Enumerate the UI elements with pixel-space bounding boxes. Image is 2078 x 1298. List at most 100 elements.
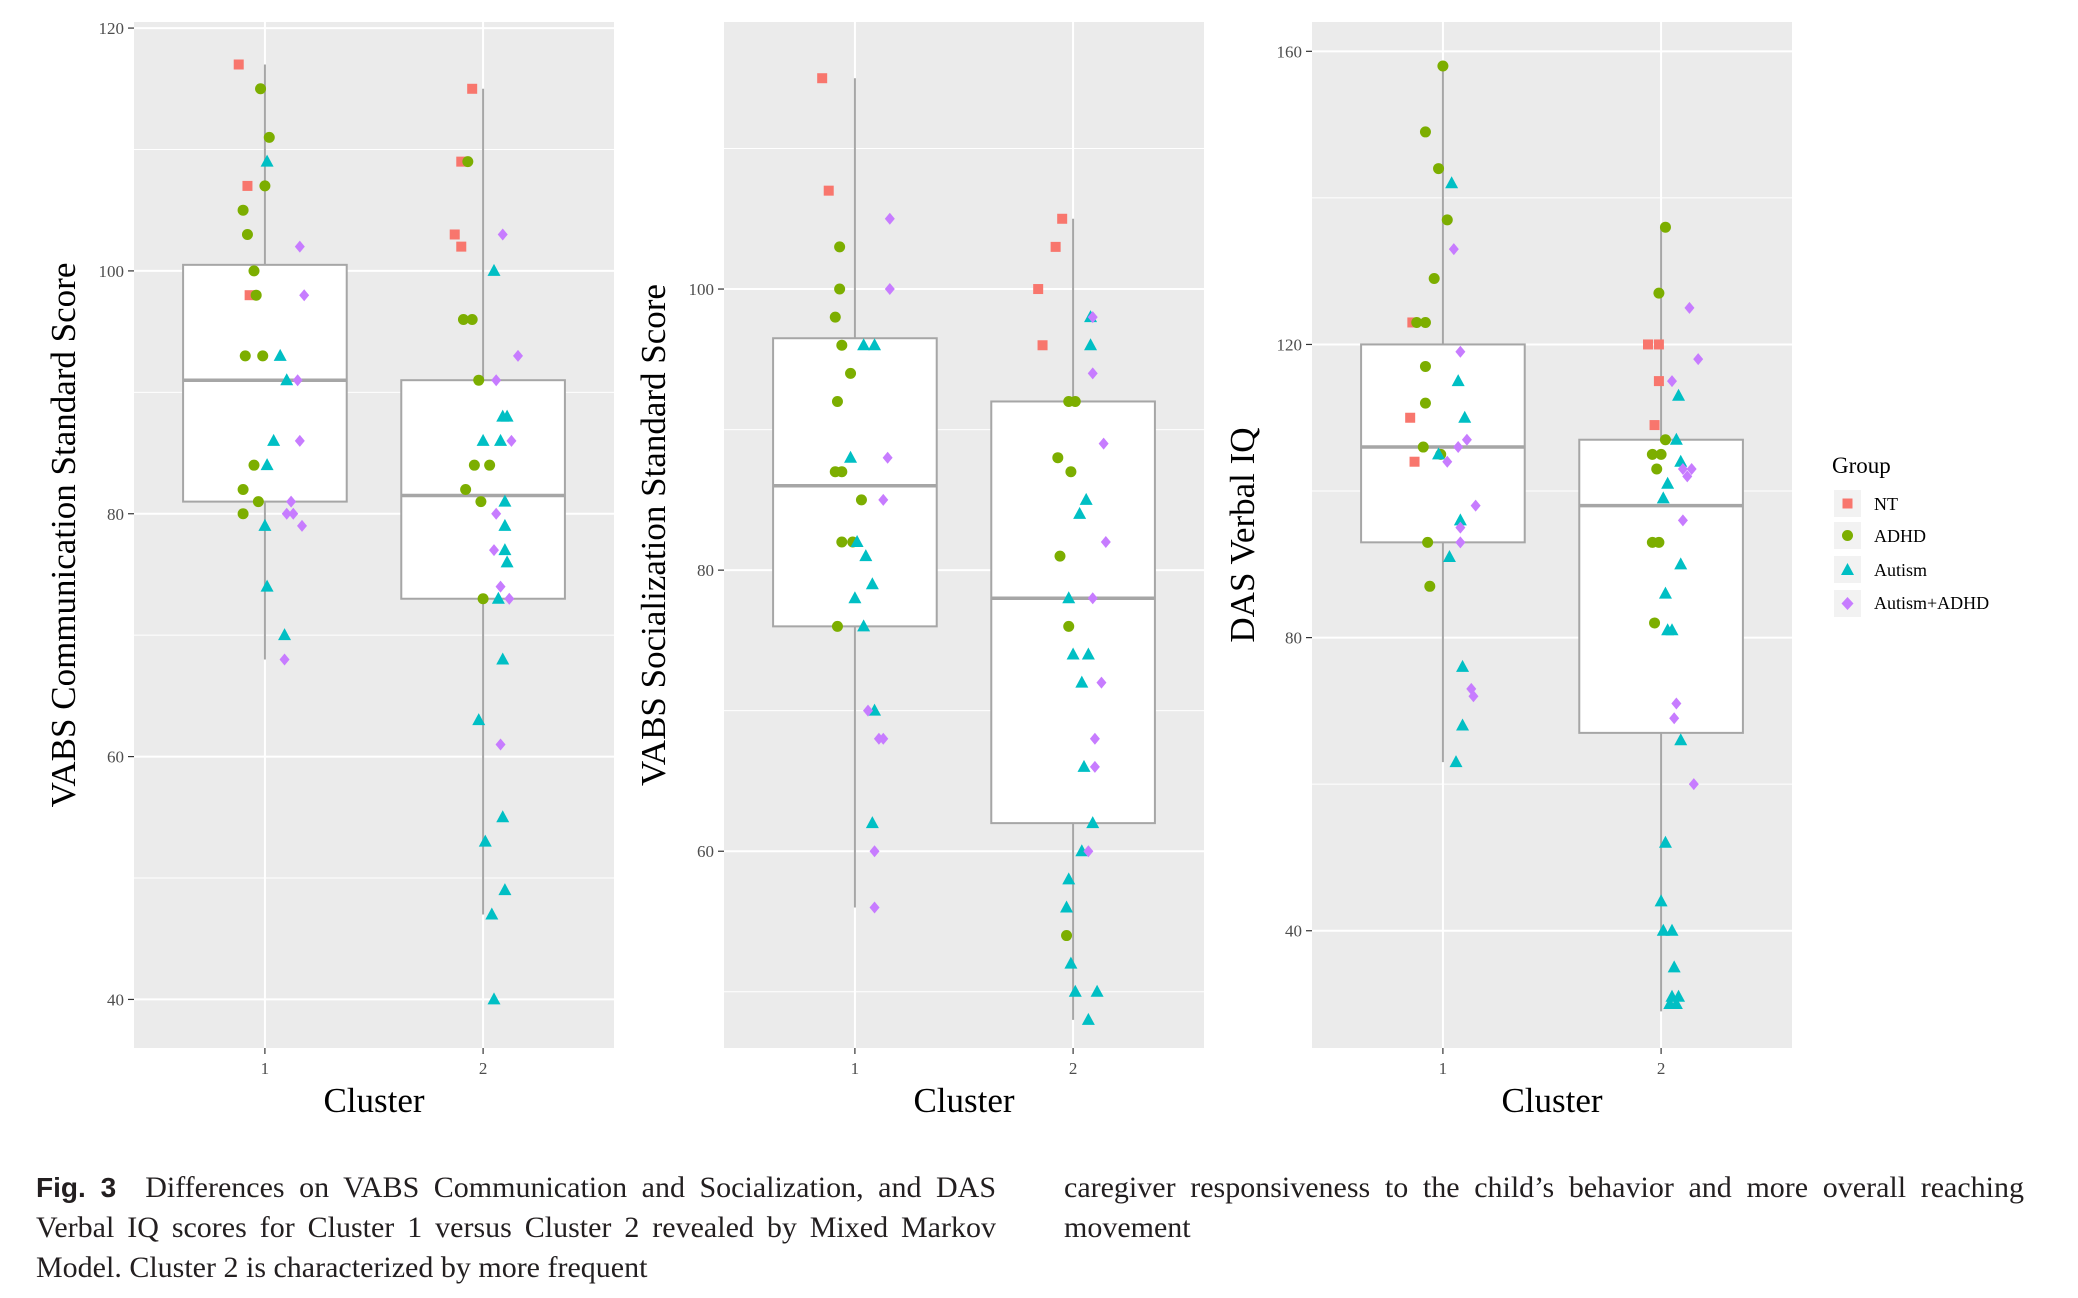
adhd-point bbox=[237, 204, 249, 216]
nt-point bbox=[242, 180, 253, 191]
nt-point bbox=[1057, 213, 1068, 224]
autism-adhd-point bbox=[1667, 375, 1677, 388]
autism-point bbox=[1079, 492, 1093, 505]
y-tick-label: 120 bbox=[99, 19, 125, 38]
autism-adhd-point bbox=[1453, 441, 1464, 454]
autism-point bbox=[1672, 989, 1686, 1002]
adhd-point bbox=[460, 483, 472, 495]
adhd-circle-marker bbox=[1842, 530, 1853, 541]
autism-point bbox=[498, 518, 512, 531]
autism-adhd-point bbox=[1682, 470, 1693, 483]
autism-adhd-point bbox=[506, 434, 517, 447]
adhd-point bbox=[1651, 463, 1663, 475]
autism-adhd-point bbox=[869, 845, 880, 858]
legend-label-autism: Autism bbox=[1874, 560, 1927, 580]
autism-point bbox=[1674, 557, 1688, 570]
box-iqr bbox=[182, 263, 348, 503]
autism-adhd-point bbox=[299, 289, 310, 302]
adhd-point bbox=[473, 374, 485, 386]
autism-point bbox=[1456, 659, 1470, 672]
figure-label: Fig. 3 bbox=[36, 1172, 117, 1203]
figure-caption-right: caregiver responsiveness to the child’s … bbox=[1064, 1168, 2024, 1248]
nt-point bbox=[449, 229, 460, 240]
adhd-point bbox=[1065, 466, 1077, 478]
adhd-point bbox=[250, 289, 262, 301]
autism-point bbox=[868, 338, 882, 351]
autism-point bbox=[1658, 586, 1672, 599]
adhd-point bbox=[829, 311, 841, 323]
box-iqr bbox=[400, 379, 566, 600]
autism-point bbox=[1661, 476, 1675, 489]
legend-label-adhd: ADHD bbox=[1874, 526, 1926, 546]
nt-point bbox=[244, 290, 255, 301]
nt-point bbox=[1643, 339, 1653, 350]
autism-point bbox=[260, 458, 274, 471]
autism-point bbox=[476, 433, 490, 446]
nt-point bbox=[456, 156, 467, 167]
x-tick-label: 1 bbox=[851, 1059, 860, 1078]
autism-triangle-marker bbox=[1841, 563, 1854, 575]
autism-point bbox=[494, 433, 508, 446]
y-axis-title: VABS Socialization Standard Score bbox=[634, 284, 673, 786]
adhd-point bbox=[1069, 395, 1081, 407]
y-tick-label: 40 bbox=[1285, 922, 1302, 941]
legend-key-autism-adhd: Autism+ADHD bbox=[1834, 590, 1989, 617]
adhd-point bbox=[1653, 536, 1665, 548]
adhd-point bbox=[845, 367, 857, 379]
y-tick-label: 80 bbox=[697, 561, 714, 580]
autism-adhd-point bbox=[286, 495, 297, 508]
autism-adhd-point bbox=[884, 212, 895, 225]
autism-adhd-point bbox=[869, 901, 880, 914]
adhd-point bbox=[475, 496, 487, 508]
autism-point bbox=[1674, 733, 1688, 746]
adhd-point bbox=[1659, 221, 1671, 233]
autism-point bbox=[1081, 647, 1095, 660]
autism-point bbox=[1086, 816, 1100, 829]
adhd-point bbox=[1419, 316, 1431, 328]
autism-point bbox=[1077, 759, 1091, 772]
autism-adhd-point bbox=[294, 240, 305, 253]
autism-point bbox=[472, 713, 486, 726]
adhd-point bbox=[1411, 316, 1423, 328]
autism-adhd-point bbox=[279, 653, 290, 666]
autism-adhd-point bbox=[497, 228, 508, 241]
adhd-point bbox=[468, 459, 480, 471]
y-tick-label: 60 bbox=[107, 748, 124, 767]
autism-adhd-point bbox=[1087, 592, 1098, 605]
autism-point bbox=[1073, 506, 1087, 519]
autism-adhd-point bbox=[1442, 455, 1453, 468]
autism-adhd-point bbox=[1688, 778, 1699, 791]
x-tick-label: 1 bbox=[1439, 1059, 1448, 1078]
autism-point bbox=[1665, 923, 1679, 936]
y-tick-label: 40 bbox=[107, 990, 124, 1009]
y-tick-label: 120 bbox=[1277, 335, 1303, 354]
adhd-point bbox=[1433, 163, 1445, 175]
nt-point bbox=[467, 83, 478, 94]
autism-point bbox=[260, 154, 274, 167]
autism-point bbox=[498, 494, 512, 507]
autism-point bbox=[1068, 984, 1082, 997]
autism-point bbox=[1656, 923, 1670, 936]
autism-point bbox=[258, 518, 272, 531]
autism-point bbox=[1081, 1012, 1095, 1025]
adhd-point bbox=[1419, 360, 1431, 372]
x-tick-label: 2 bbox=[479, 1059, 488, 1078]
autism-point bbox=[1084, 338, 1098, 351]
autism-point bbox=[857, 619, 871, 632]
nt-point bbox=[1033, 284, 1044, 295]
autism-point bbox=[865, 816, 879, 829]
adhd-point bbox=[855, 494, 867, 506]
y-tick-label: 100 bbox=[689, 280, 715, 299]
autism-adhd-point bbox=[1671, 697, 1682, 710]
adhd-point bbox=[831, 620, 843, 632]
adhd-point bbox=[259, 180, 271, 192]
autism-adhd-point bbox=[1087, 311, 1098, 324]
adhd-point bbox=[257, 350, 269, 362]
nt-point bbox=[817, 73, 828, 84]
adhd-point bbox=[836, 466, 848, 478]
autism-point bbox=[1654, 894, 1668, 907]
adhd-point bbox=[834, 283, 846, 295]
autism-adhd-point bbox=[1087, 367, 1098, 380]
y-tick-label: 80 bbox=[1285, 629, 1302, 648]
y-tick-label: 60 bbox=[697, 842, 714, 861]
